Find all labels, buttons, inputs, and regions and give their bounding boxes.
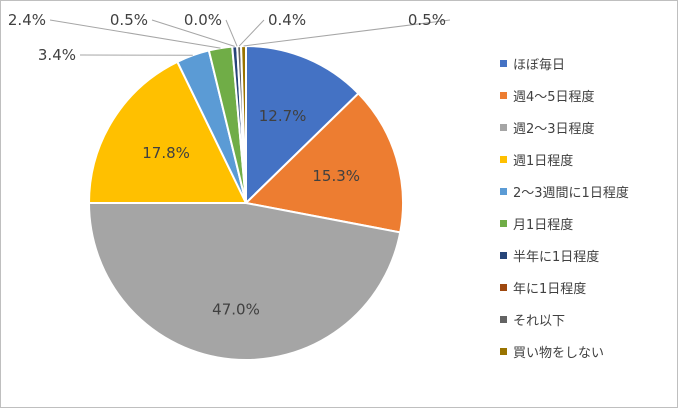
legend-label-8: それ以下 bbox=[513, 313, 566, 329]
data-label-5: 2.4% bbox=[8, 11, 46, 29]
legend-label-3: 週1日程度 bbox=[513, 153, 574, 169]
legend-label-5: 月1日程度 bbox=[513, 217, 574, 233]
leader-line-5 bbox=[49, 19, 221, 49]
pie-slice-2 bbox=[87, 202, 402, 362]
pie-slice-0 bbox=[245, 44, 360, 206]
legend-swatch-8 bbox=[500, 315, 507, 323]
leader-lines bbox=[49, 19, 451, 56]
legend-item-6: 半年に1日程度 bbox=[500, 239, 676, 271]
legend-swatch-7 bbox=[500, 283, 507, 291]
legend-label-4: 2～3週間に1日程度 bbox=[513, 185, 629, 201]
data-label-4: 3.4% bbox=[38, 46, 76, 64]
data-label-8: 0.4% bbox=[268, 11, 306, 29]
legend-item-4: 2～3週間に1日程度 bbox=[500, 175, 676, 207]
legend-label-6: 半年に1日程度 bbox=[513, 249, 600, 265]
data-labels: 12.7% 15.3% 47.0% 17.8% 3.4% 2.4% 0.5% 0.0% 0.4%… bbox=[8, 11, 446, 318]
legend-item-5: 月1日程度 bbox=[500, 207, 676, 239]
legend-swatch-3 bbox=[500, 155, 507, 163]
legend-swatch-1 bbox=[500, 91, 507, 99]
legend-swatch-2 bbox=[500, 123, 507, 131]
pie-slice-1 bbox=[243, 91, 404, 234]
leader-line-9 bbox=[243, 19, 451, 47]
legend-item-8: それ以下 bbox=[500, 303, 676, 335]
legend-label-1: 週4～5日程度 bbox=[513, 89, 595, 105]
legend-swatch-9 bbox=[500, 347, 507, 355]
data-label-9: 0.5% bbox=[408, 11, 446, 29]
legend-swatch-6 bbox=[500, 251, 507, 259]
legend-item-7: 年に1日程度 bbox=[500, 271, 676, 303]
data-label-1: 15.3% bbox=[312, 167, 360, 185]
legend-label-2: 週2～3日程度 bbox=[513, 121, 595, 137]
data-label-3: 17.8% bbox=[142, 144, 190, 162]
legend-swatch-4 bbox=[500, 187, 507, 195]
legend-item-1: 週4～5日程度 bbox=[500, 79, 676, 111]
legend: ほぼ毎日週4～5日程度 週2～3日程度 週1日程度 2～3週間に1日程度 月1日程度半年… bbox=[500, 47, 676, 367]
pie-slices bbox=[87, 44, 404, 362]
data-label-0: 12.7% bbox=[259, 107, 307, 125]
leader-line-8 bbox=[238, 19, 265, 47]
data-label-2: 47.0% bbox=[212, 300, 260, 318]
data-label-7: 0.0% bbox=[184, 11, 222, 29]
leader-line-6 bbox=[151, 19, 235, 47]
legend-label-0: ほぼ毎日 bbox=[513, 57, 566, 73]
legend-item-0: ほぼ毎日 bbox=[500, 47, 676, 79]
legend-label-9: 買い物をしない bbox=[513, 345, 605, 361]
legend-label-7: 年に1日程度 bbox=[513, 281, 587, 297]
legend-swatch-0 bbox=[500, 59, 507, 67]
legend-swatch-5 bbox=[500, 219, 507, 227]
legend-item-2: 週2～3日程度 bbox=[500, 111, 676, 143]
pie-slice-3 bbox=[87, 60, 248, 204]
legend-item-3: 週1日程度 bbox=[500, 143, 676, 175]
legend-item-9: 買い物をしない bbox=[500, 335, 676, 367]
data-label-6: 0.5% bbox=[110, 11, 148, 29]
leader-line-7 bbox=[225, 19, 238, 47]
